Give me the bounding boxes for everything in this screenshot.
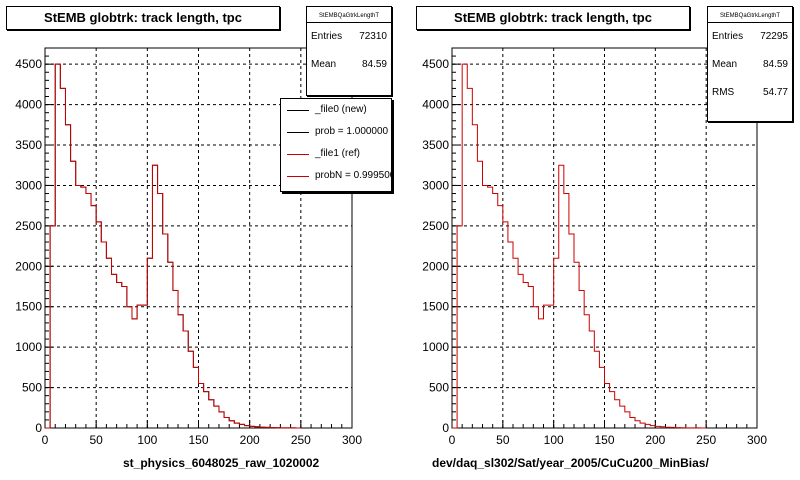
y-tick-label: 3500 — [15, 138, 42, 152]
y-tick-label: 2000 — [422, 259, 449, 273]
x-tick-label: 300 — [342, 433, 362, 447]
x-tick-label: 200 — [240, 433, 260, 447]
x-tick-label: 100 — [137, 433, 157, 447]
y-tick-label: 0 — [35, 421, 42, 435]
left-mean-label: Mean — [311, 59, 337, 70]
right-rms-value: 54.77 — [762, 87, 788, 98]
left-entries-value: 72310 — [359, 31, 387, 42]
y-tick-label: 4000 — [422, 98, 449, 112]
y-tick-label: 2500 — [15, 219, 42, 233]
plot-frame — [451, 47, 758, 429]
legend-label-file0: _file0 (new) — [315, 104, 367, 115]
right-entries-value: 72295 — [760, 31, 788, 42]
y-tick-label: 2000 — [15, 259, 42, 273]
right-entries-label: Entries — [712, 31, 744, 42]
left-chart-title: StEMB globtrk: track length, tpc — [6, 6, 280, 30]
legend-line-prob — [287, 132, 309, 133]
y-tick-label: 500 — [22, 381, 42, 395]
x-tick-label: 0 — [449, 433, 456, 447]
y-tick-label: 500 — [429, 381, 449, 395]
right-stats-header: StEMBQaGtrkLengthT — [708, 7, 792, 23]
left-stats-entries: Entries 72310 — [307, 23, 391, 51]
legend-line-probn — [287, 176, 309, 177]
left-x-axis-title: st_physics_6048025_raw_1020002 — [123, 456, 320, 470]
legend-label-prob: prob = 1.000000 — [315, 126, 389, 137]
left-legend: _file0 (new) prob = 1.000000 _file1 (ref… — [280, 98, 392, 192]
left-stats-mean: Mean 84.59 — [307, 51, 391, 79]
y-tick-label: 1000 — [15, 340, 42, 354]
x-tick-label: 250 — [291, 433, 311, 447]
legend-entry-file0: _file0 (new) — [281, 99, 391, 121]
y-tick-label: 4500 — [15, 57, 42, 71]
legend-entry-file1: _file1 (ref) — [281, 143, 391, 165]
x-tick-label: 200 — [645, 433, 665, 447]
right-stats-entries: Entries 72295 — [708, 23, 792, 51]
y-tick-label: 3000 — [15, 178, 42, 192]
right-mean-value: 84.59 — [762, 59, 788, 70]
left-mean-value: 84.59 — [361, 59, 387, 70]
y-tick-label: 2500 — [422, 219, 449, 233]
legend-entry-probn: probN = 0.999500 — [281, 165, 391, 187]
right-x-axis-title: dev/daq_sl302/Sat/year_2005/CuCu200_MinB… — [432, 456, 709, 470]
legend-entry-prob: prob = 1.000000 — [281, 121, 391, 143]
right-rms-label: RMS — [712, 87, 735, 98]
x-tick-label: 0 — [42, 433, 49, 447]
y-tick-label: 4500 — [422, 57, 449, 71]
x-tick-label: 100 — [544, 433, 564, 447]
right-stats-rms: RMS 54.77 — [708, 79, 792, 107]
legend-label-probn: probN = 0.999500 — [315, 170, 392, 181]
y-tick-label: 1500 — [422, 300, 449, 314]
legend-line-file1 — [287, 154, 309, 155]
y-tick-label: 1000 — [422, 340, 449, 354]
left-stats-header: StEMBQaGtrkLengthT — [307, 7, 391, 23]
y-tick-label: 4000 — [15, 98, 42, 112]
right-chart-title: StEMB globtrk: track length, tpc — [416, 6, 690, 30]
x-tick-label: 50 — [89, 433, 103, 447]
left-stats-box: StEMBQaGtrkLengthT Entries 72310 Mean 84… — [306, 6, 392, 96]
x-tick-label: 250 — [696, 433, 716, 447]
y-tick-label: 0 — [442, 421, 449, 435]
left-entries-label: Entries — [311, 31, 343, 42]
y-tick-label: 3500 — [422, 138, 449, 152]
right-stats-box: StEMBQaGtrkLengthT Entries 72295 Mean 84… — [707, 6, 793, 122]
x-tick-label: 150 — [594, 433, 614, 447]
right-mean-label: Mean — [712, 59, 738, 70]
x-tick-label: 150 — [188, 433, 208, 447]
x-tick-label: 300 — [747, 433, 767, 447]
y-tick-label: 1500 — [15, 300, 42, 314]
right-histogram: 0 50 100 150 200 250 3000500100015002000250030… — [422, 47, 767, 447]
legend-label-file1: _file1 (ref) — [315, 148, 361, 159]
histogram-ref-series — [45, 63, 301, 429]
x-tick-label: 50 — [496, 433, 510, 447]
right-stats-mean: Mean 84.59 — [708, 51, 792, 79]
histogram-ref-series — [452, 63, 707, 429]
y-tick-label: 3000 — [422, 178, 449, 192]
legend-line-file0 — [287, 110, 309, 111]
